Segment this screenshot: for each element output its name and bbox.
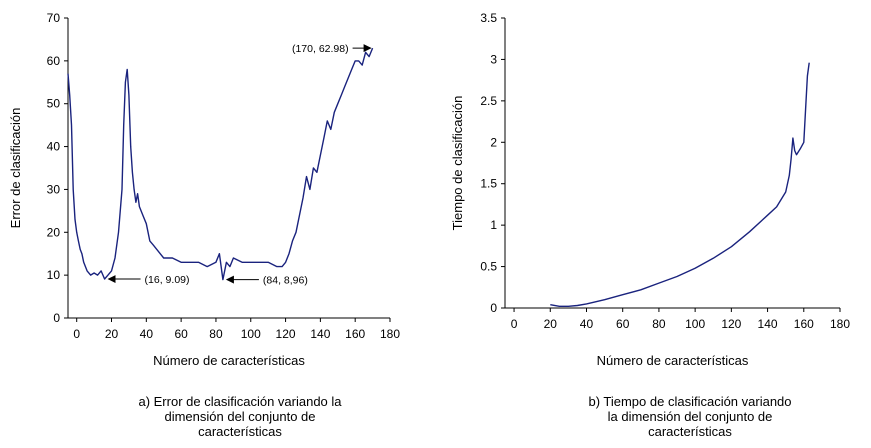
time-chart: 0 20 40 60 80 100 120 140 160 180 0 0.5 1 1.5 2 2.5 3 3.5… bbox=[450, 11, 850, 368]
x-tick-label: 160 bbox=[794, 317, 814, 331]
y-tick-label: 30 bbox=[47, 182, 61, 196]
y-tick-label: 0 bbox=[53, 311, 60, 325]
x-tick-label: 120 bbox=[276, 327, 296, 341]
y-tick-label: 20 bbox=[47, 225, 61, 239]
y-tick-label: 70 bbox=[47, 11, 61, 25]
series-line bbox=[67, 47, 374, 281]
x-tick-label: 180 bbox=[380, 327, 400, 341]
x-tick-label: 140 bbox=[758, 317, 778, 331]
series-line bbox=[550, 62, 810, 307]
y-tick-label: 1.5 bbox=[480, 177, 497, 191]
error-chart: 0 20 40 60 80 100 120 140 160 180 0 10 20 30 40 50 60 70 N… bbox=[8, 11, 400, 368]
annotation-label: (170, 62.98) bbox=[292, 43, 349, 55]
x-tick-label: 40 bbox=[140, 327, 154, 341]
y-tick-label: 2.5 bbox=[480, 94, 497, 108]
x-tick-label: 0 bbox=[73, 327, 80, 341]
caption-b: b) Tiempo de clasificación variando la d… bbox=[588, 394, 792, 439]
x-tick-label: 160 bbox=[345, 327, 365, 341]
x-tick-label: 40 bbox=[580, 317, 594, 331]
x-tick-label: 80 bbox=[209, 327, 223, 341]
x-tick-label: 100 bbox=[241, 327, 261, 341]
x-tick-label: 60 bbox=[616, 317, 630, 331]
y-tick-label: 40 bbox=[47, 140, 61, 154]
y-tick-label: 3.5 bbox=[480, 11, 497, 25]
annotation-label: (16, 9.09) bbox=[145, 274, 190, 286]
y-axis-label: Tiempo de clasificación bbox=[450, 96, 465, 231]
x-tick-label: 140 bbox=[310, 327, 330, 341]
x-axis-label: Número de características bbox=[153, 353, 305, 368]
x-tick-label: 20 bbox=[105, 327, 119, 341]
x-axis-label: Número de características bbox=[597, 353, 749, 368]
x-tick-label: 120 bbox=[721, 317, 741, 331]
caption-a: a) Error de clasificación variando la di… bbox=[138, 394, 342, 439]
x-tick-label: 20 bbox=[544, 317, 558, 331]
x-tick-label: 100 bbox=[685, 317, 705, 331]
y-tick-label: 50 bbox=[47, 97, 61, 111]
x-tick-label: 60 bbox=[174, 327, 188, 341]
x-tick-label: 0 bbox=[511, 317, 518, 331]
y-tick-label: 2 bbox=[490, 135, 497, 149]
y-tick-label: 3 bbox=[490, 52, 497, 66]
y-tick-label: 1 bbox=[490, 218, 497, 232]
x-tick-label: 180 bbox=[830, 317, 850, 331]
y-axis-label: Error de clasificación bbox=[8, 108, 23, 229]
y-tick-label: 0.5 bbox=[480, 260, 497, 274]
y-tick-label: 60 bbox=[47, 54, 61, 68]
annotation-label: (84, 8,96) bbox=[263, 275, 308, 287]
x-tick-label: 80 bbox=[652, 317, 666, 331]
y-tick-label: 0 bbox=[490, 301, 497, 315]
y-tick-label: 10 bbox=[47, 268, 61, 282]
